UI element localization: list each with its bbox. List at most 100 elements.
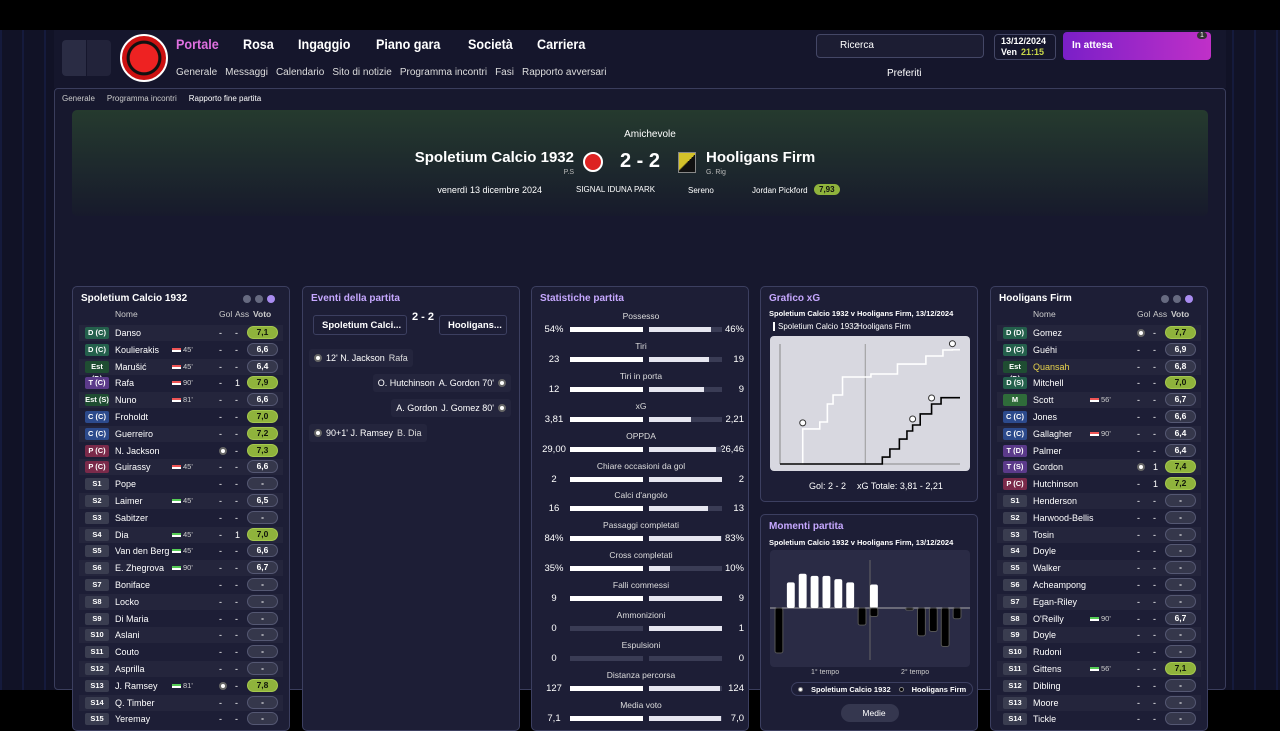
assists: 1 [235, 529, 241, 540]
forward-button[interactable] [87, 40, 111, 76]
breadcrumb-item[interactable]: Generale [62, 94, 95, 103]
submenu-item[interactable]: Messaggi [225, 67, 268, 78]
menu-item[interactable]: Portale [176, 36, 219, 52]
position-badge: C (C) [85, 411, 109, 423]
player-row: S9 Doyle - - - [997, 627, 1201, 643]
day: Ven [1001, 47, 1018, 57]
rating: 6,7 [1165, 611, 1196, 625]
status[interactable]: In attesa [1072, 40, 1113, 51]
assists: - [1153, 546, 1156, 557]
breadcrumb-item[interactable]: Programma incontri [106, 94, 177, 103]
view-toggle[interactable] [1173, 295, 1181, 303]
assists: - [235, 428, 238, 439]
rating: 7,1 [1165, 662, 1196, 675]
player-row: M Scott 56' - -6,7 [997, 392, 1201, 408]
sub-minute: 45' [183, 462, 193, 472]
player-name: Marušić [115, 361, 147, 372]
player-row: S1 Pope - - - [79, 476, 283, 492]
back-button[interactable] [62, 40, 86, 76]
position-badge: S14 [85, 696, 109, 709]
player-row: D (D) Gomez -7,7 [997, 325, 1201, 341]
stat-away: 10% [724, 563, 744, 575]
view-toggle[interactable] [1185, 295, 1193, 303]
search-label[interactable]: Ricerca [840, 40, 874, 51]
series-tab[interactable]: Spoletium Calcio 1932 [773, 322, 858, 331]
menu-item[interactable]: Piano gara [376, 36, 441, 52]
team-tab[interactable]: Hooligans... [439, 315, 507, 335]
player-row: S9 Di Maria - - - [79, 611, 283, 627]
submenu-item[interactable]: Rapporto avversari [521, 67, 607, 78]
position-badge: C (C) [1003, 427, 1027, 440]
menu-item[interactable]: Rosa [243, 36, 275, 52]
player-row: D (C) Guéhi - -6,9 [997, 342, 1201, 358]
player-row: D (C) Koulierakis 45' - -6,6 [79, 342, 283, 358]
column-header: Nome [1033, 309, 1056, 319]
player-row: S6 E. Zhegrova 90' - -6,7 [79, 560, 283, 576]
submenu-item[interactable]: Calendario [275, 67, 325, 78]
stat-label: xG [635, 400, 647, 411]
series-tab[interactable]: Hooligans Firm [857, 322, 911, 331]
sub-arrow [172, 398, 181, 403]
assists: - [1153, 428, 1156, 439]
team-tab[interactable]: Spoletium Calci... [313, 315, 407, 335]
panel-title: Eventi della partita [311, 293, 400, 304]
match-header: Amichevole Spoletium Calcio 1932 P.S 2 -… [72, 110, 1208, 216]
rating: 6,6 [247, 544, 278, 558]
player-name: Quansah [1033, 361, 1070, 372]
goals-total: Gol: 2 - 2 [809, 481, 847, 491]
player-row: S11 Couto - - - [79, 644, 283, 660]
panel-title: Momenti partita [769, 521, 844, 532]
menu-item[interactable]: Carriera [537, 36, 586, 52]
breadcrumb-item[interactable]: Rapporto fine partita [188, 94, 262, 103]
goals: - [1137, 512, 1140, 523]
assists: - [235, 596, 238, 607]
menu-item[interactable]: Società [467, 36, 513, 52]
player-row: S11 Gittens 56' - -7,1 [997, 661, 1201, 677]
submenu-item[interactable]: Generale [176, 67, 218, 78]
assists: - [1153, 647, 1156, 658]
assists: - [1153, 512, 1156, 523]
player-name: Froholdt [115, 412, 149, 422]
stat-away: 13 [733, 503, 744, 515]
continue-button[interactable] [1063, 32, 1211, 60]
player-row: C (C) Gallagher 90' - -6,4 [997, 426, 1201, 442]
submenu-item[interactable]: Fasi [495, 67, 514, 78]
stat-bar-home [570, 386, 643, 392]
stat-home: 9 [551, 593, 557, 605]
rating: - [1165, 678, 1196, 692]
menu-item[interactable]: Ingaggio [297, 36, 351, 52]
submenu-item[interactable]: Programma incontri [399, 67, 488, 78]
player-row: S5 Van den Berg 45' - -6,6 [79, 543, 283, 559]
player-name: Palmer [1033, 445, 1062, 456]
goals: - [219, 496, 222, 506]
player-row: S1 Henderson - - - [997, 493, 1201, 509]
player-row: P (C) N. Jackson -7,3 [79, 443, 283, 459]
momentum-bar [822, 575, 831, 608]
stat-home: 23 [548, 353, 560, 365]
player-name: J. Ramsey [115, 680, 158, 691]
xg-line [780, 396, 960, 465]
assists: - [1153, 664, 1156, 674]
rating: - [247, 662, 278, 675]
weather: Sereno [688, 186, 714, 195]
view-toggle[interactable] [243, 295, 251, 303]
stat-bar-home [570, 327, 643, 332]
submenu-item[interactable]: Sito di notizie [332, 67, 392, 78]
stat-label: Cross completati [609, 550, 673, 561]
goals: - [219, 378, 222, 389]
event-text: 12' N. Jackson [326, 353, 385, 363]
stat-home: 35% [544, 563, 564, 575]
event-text: O. Hutchinson [377, 378, 435, 388]
averages-button[interactable]: Medie [841, 704, 899, 722]
rating: - [1165, 628, 1196, 642]
sub-minute: 90' [183, 378, 193, 388]
view-toggle[interactable] [255, 295, 263, 303]
date: 13/12/2024 [1001, 36, 1047, 46]
view-toggle[interactable] [1161, 295, 1169, 303]
view-toggle[interactable] [267, 295, 275, 303]
favorites[interactable]: Preferiti [887, 68, 922, 79]
search-box[interactable] [816, 34, 984, 58]
stat-bar-away [649, 506, 709, 512]
column-header: Nome [115, 309, 138, 319]
player-name: Q. Timber [115, 697, 155, 708]
